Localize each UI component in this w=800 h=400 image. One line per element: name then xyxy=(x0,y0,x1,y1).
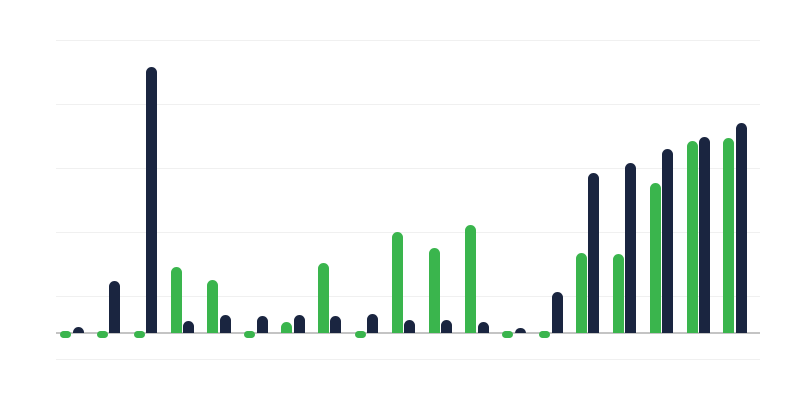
gridline-2 xyxy=(56,104,760,105)
bar-navy-3[interactable] xyxy=(146,67,158,333)
bar-navy-13[interactable] xyxy=(514,327,526,333)
bar-green-14[interactable] xyxy=(539,331,550,338)
bar-navy-16[interactable] xyxy=(625,163,637,333)
gridline-6 xyxy=(56,359,760,360)
bar-green-6[interactable] xyxy=(244,331,256,338)
bar-navy-11[interactable] xyxy=(441,320,452,333)
bar-green-5[interactable] xyxy=(207,280,219,333)
bar-green-13[interactable] xyxy=(502,331,514,338)
bar-navy-14[interactable] xyxy=(551,292,563,333)
bar-green-16[interactable] xyxy=(612,253,624,333)
bar-green-8[interactable] xyxy=(317,262,329,333)
bar-green-1[interactable] xyxy=(60,331,71,338)
bar-green-2[interactable] xyxy=(96,331,108,338)
bar-navy-8[interactable] xyxy=(330,316,342,333)
bar-navy-9[interactable] xyxy=(367,313,379,333)
bar-navy-12[interactable] xyxy=(477,322,489,333)
bar-navy-15[interactable] xyxy=(588,172,600,333)
bar-navy-17[interactable] xyxy=(662,149,674,333)
bar-navy-2[interactable] xyxy=(109,280,121,333)
gridline-4 xyxy=(56,232,760,233)
bar-green-9[interactable] xyxy=(354,331,366,338)
x-axis-line xyxy=(56,332,760,334)
bar-green-3[interactable] xyxy=(133,331,145,338)
bar-navy-10[interactable] xyxy=(404,320,416,333)
bar-green-11[interactable] xyxy=(428,248,440,333)
bar-navy-5[interactable] xyxy=(219,315,231,333)
bar-green-19[interactable] xyxy=(723,137,735,333)
bar-navy-1[interactable] xyxy=(72,327,84,333)
bar-navy-19[interactable] xyxy=(735,123,747,333)
bar-navy-7[interactable] xyxy=(293,315,305,333)
gridline-3 xyxy=(56,168,760,169)
bar-green-7[interactable] xyxy=(281,321,293,333)
bar-green-12[interactable] xyxy=(465,225,477,333)
bar-navy-4[interactable] xyxy=(183,320,195,333)
bar-green-15[interactable] xyxy=(575,253,587,333)
gridline-5 xyxy=(56,296,760,297)
bar-navy-18[interactable] xyxy=(699,137,710,333)
bar-green-10[interactable] xyxy=(391,232,403,333)
bar-green-4[interactable] xyxy=(170,267,182,333)
gridline-1 xyxy=(56,40,760,41)
bar-green-17[interactable] xyxy=(649,183,661,333)
bar-navy-6[interactable] xyxy=(256,315,268,333)
bar-green-18[interactable] xyxy=(686,141,698,333)
